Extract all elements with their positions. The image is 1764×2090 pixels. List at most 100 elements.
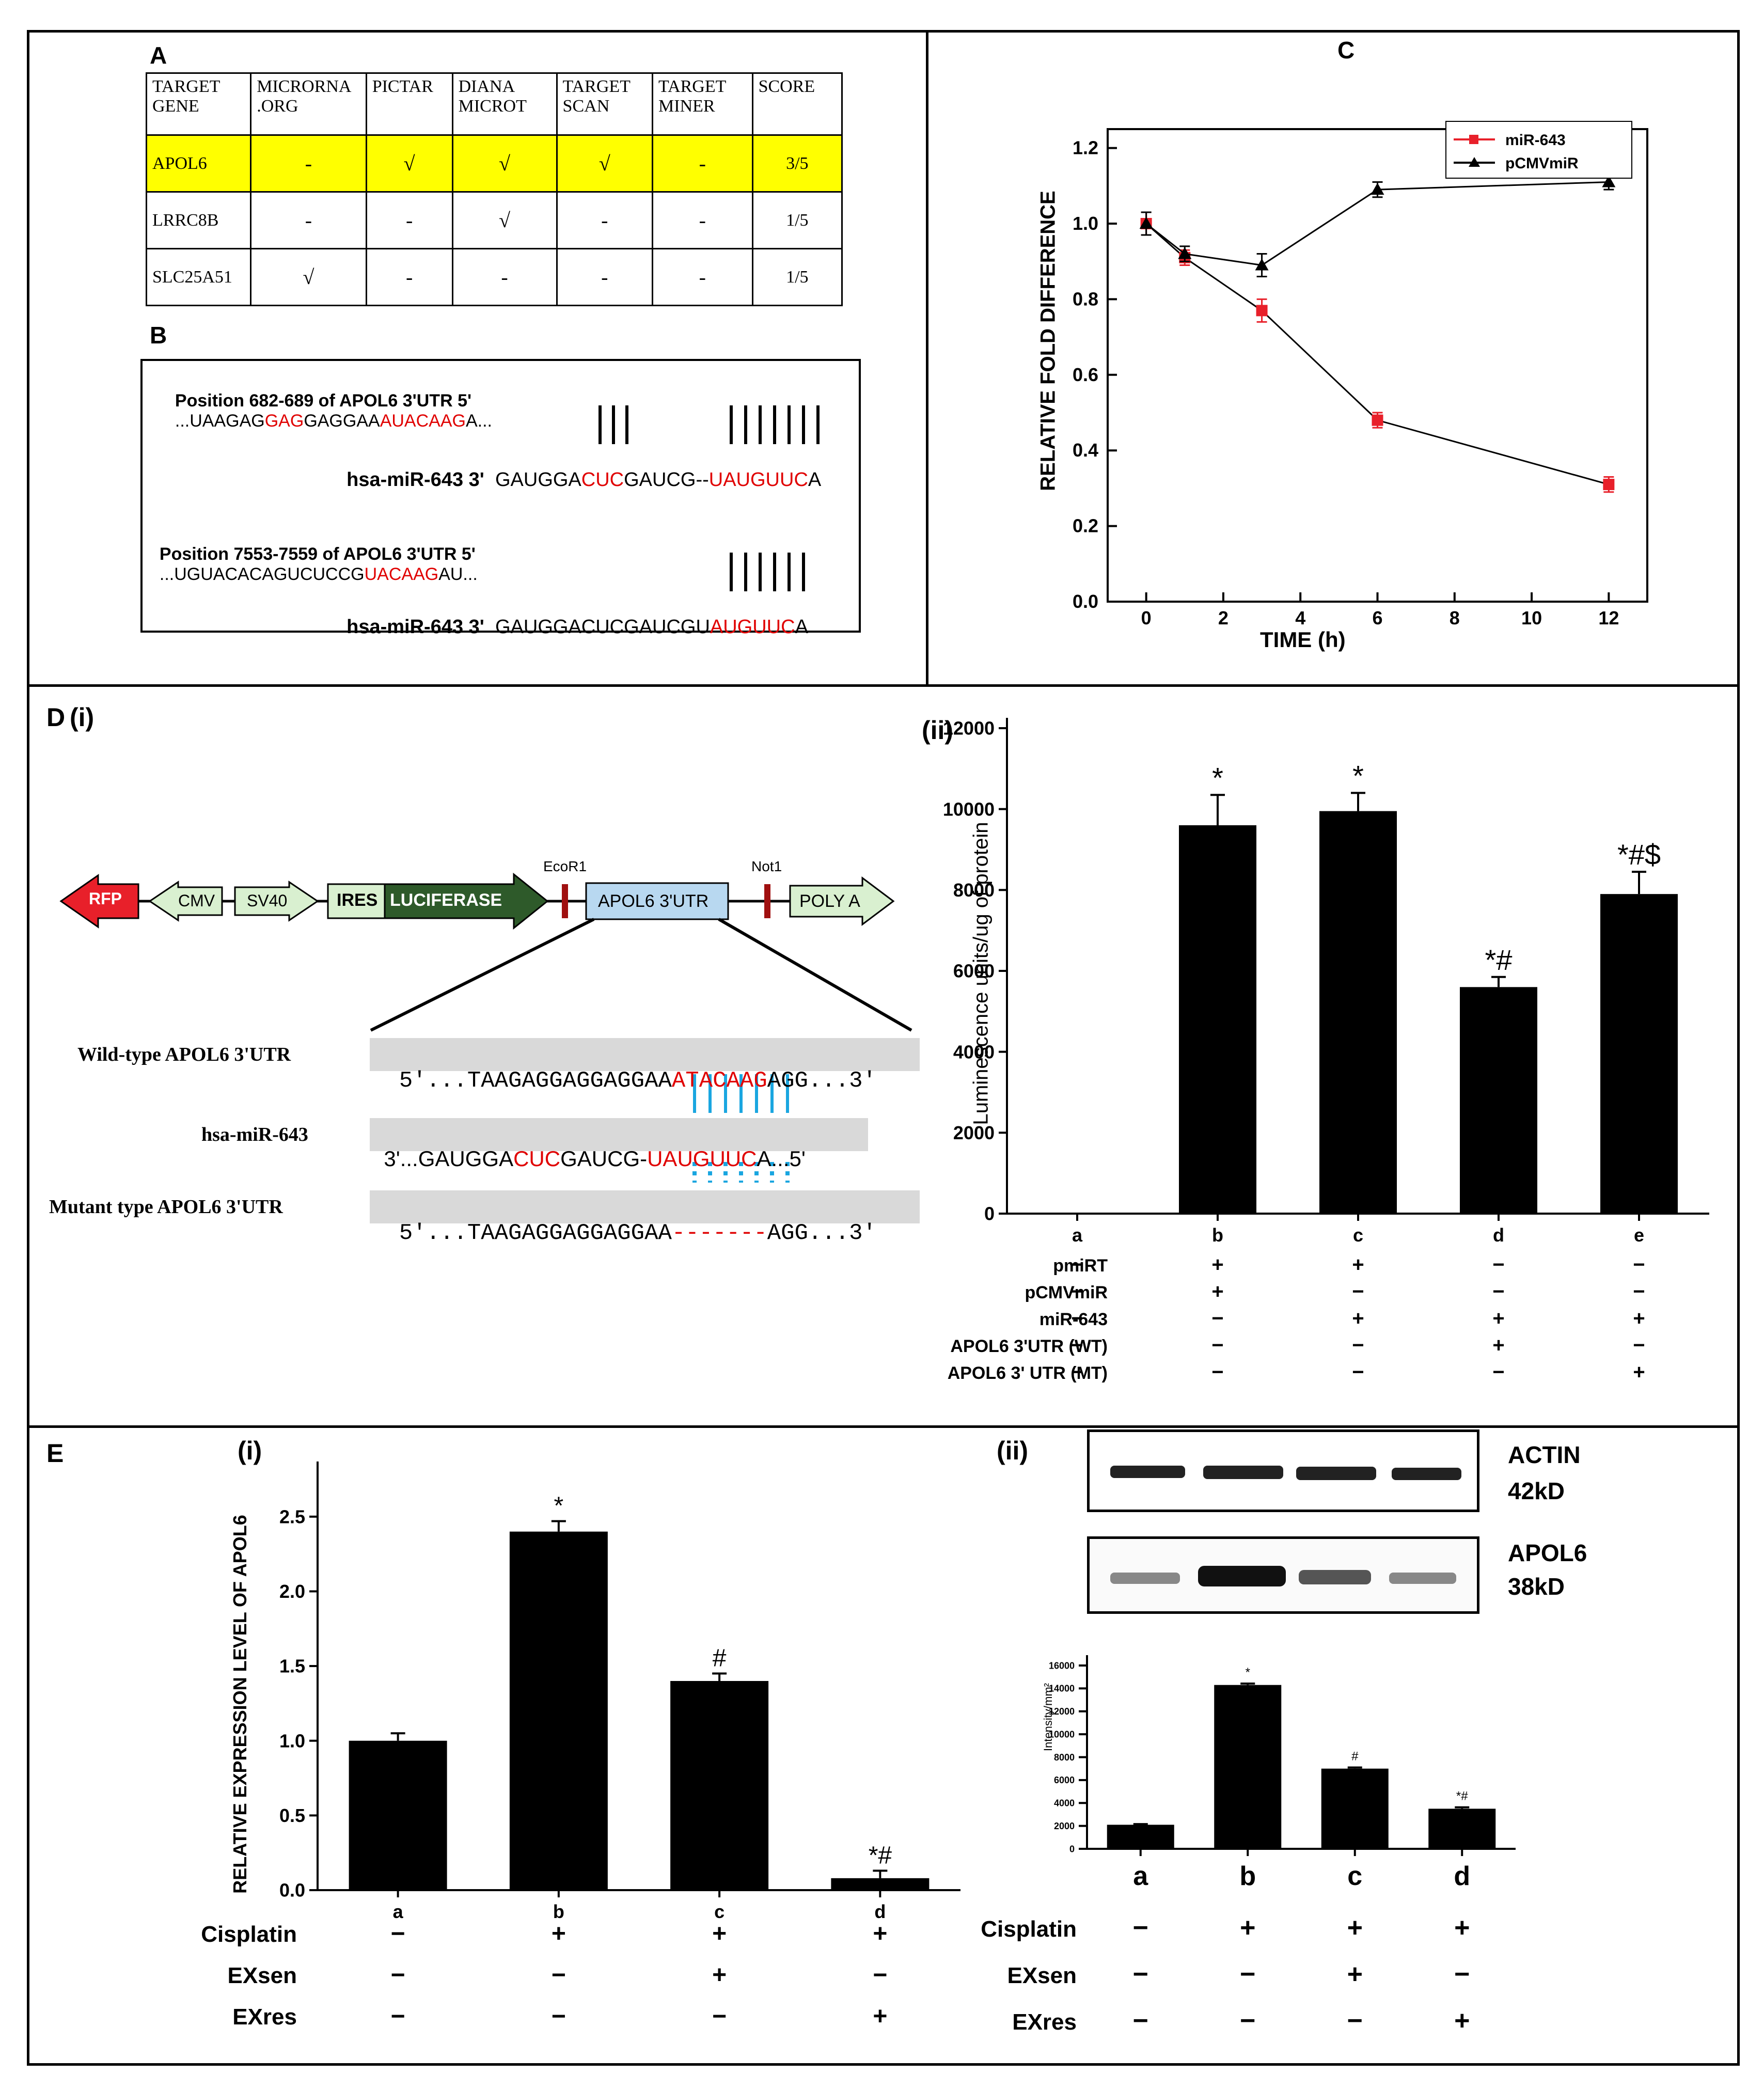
actin-band <box>1110 1466 1185 1478</box>
header-cell: SCORE <box>751 72 843 136</box>
mut-seq-bg <box>370 1190 920 1223</box>
condition-label: Cisplatin <box>201 1922 297 1947</box>
seq-part: AGG...3' <box>767 1220 876 1246</box>
x-tick-label: 4 <box>1295 607 1305 628</box>
significance-label: # <box>1351 1749 1359 1763</box>
polya-label: POLY A <box>799 891 860 911</box>
cmv-label: CMV <box>178 891 215 910</box>
condition-mark: + <box>1352 1307 1364 1330</box>
table-cell: √ <box>451 191 558 249</box>
legend-box <box>1445 121 1632 179</box>
seq-part: CUC <box>581 469 624 491</box>
y-tick-label: 1.5 <box>279 1656 305 1677</box>
condition-mark: − <box>1240 1959 1255 1989</box>
bar <box>1319 811 1397 1214</box>
apol6-utr-label: APOL6 3'UTR <box>598 891 709 911</box>
condition-mark: + <box>1633 1307 1645 1330</box>
condition-mark: − <box>1133 1913 1148 1943</box>
header-cell: MICRORNA .ORG <box>250 72 367 136</box>
table-cell: - <box>652 248 753 306</box>
panel-label-Dii: (ii) <box>922 716 954 745</box>
alignment-box <box>140 359 861 633</box>
condition-mark: + <box>873 2003 887 2030</box>
mutant-type-label: Mutant type APOL6 3'UTR <box>49 1196 283 1218</box>
category-label: b <box>1239 1861 1256 1891</box>
condition-label: pmiRT <box>1053 1256 1108 1276</box>
y-tick-label: 0.2 <box>1073 515 1098 537</box>
rfp-label: RFP <box>89 889 122 908</box>
significance-label: * <box>1352 759 1364 792</box>
condition-mark: + <box>552 1920 566 1947</box>
y-tick-label: 1.0 <box>1073 213 1098 234</box>
condition-label: Cisplatin <box>981 1916 1077 1942</box>
wild-type-label: Wild-type APOL6 3'UTR <box>77 1044 291 1065</box>
condition-mark: + <box>1211 1253 1223 1276</box>
table-cell: √ <box>250 248 367 306</box>
y-tick-label: 0.0 <box>1073 591 1098 612</box>
condition-mark: − <box>1347 2006 1363 2036</box>
table-cell: APOL6 <box>145 134 252 193</box>
condition-mark: − <box>1352 1280 1364 1303</box>
bar <box>349 1740 447 1890</box>
condition-mark: − <box>1071 1307 1083 1330</box>
category-label: a <box>1133 1861 1148 1891</box>
seq-part: GAUCG- <box>560 1146 648 1171</box>
seq-part: CUC <box>513 1146 561 1171</box>
condition-mark: − <box>552 1961 566 1989</box>
bar <box>1214 1685 1282 1849</box>
not1-label: Not1 <box>751 858 782 874</box>
table-cell: SLC25A51 <box>145 248 252 306</box>
chart-Eii-ylabel: Intensity/mm² <box>1042 1683 1054 1752</box>
condition-mark: − <box>1454 1959 1470 1989</box>
header-cell: TARGET GENE <box>145 72 252 136</box>
x-tick-label: 8 <box>1450 607 1460 628</box>
data-point-square <box>1603 479 1615 491</box>
condition-mark: − <box>1352 1334 1364 1357</box>
panel-label-E: E <box>46 1439 64 1468</box>
condition-mark: − <box>1211 1361 1223 1384</box>
panel-label-A: A <box>150 42 167 69</box>
panel-label-Eii: (ii) <box>997 1436 1029 1465</box>
mirna-label: hsa-miR-643 3' <box>346 616 484 638</box>
mirna-d-label: hsa-miR-643 <box>201 1124 308 1145</box>
condition-mark: − <box>391 1961 405 1989</box>
panel-label-Ei: (i) <box>238 1436 262 1465</box>
condition-mark: − <box>1133 1959 1148 1989</box>
table-cell: √ <box>451 134 558 193</box>
table-cell: 1/5 <box>751 191 843 249</box>
not1-site <box>764 884 770 918</box>
significance-label: * <box>1212 761 1223 794</box>
legend-label: pCMVmiR <box>1505 155 1579 172</box>
seq-part: AUGUUC <box>710 616 795 638</box>
y-tick-label: 0.8 <box>1073 288 1098 309</box>
y-tick-label: 0.5 <box>279 1805 305 1826</box>
bar <box>1428 1809 1496 1849</box>
rfp-element <box>59 874 139 929</box>
category-label: d <box>874 1901 886 1922</box>
sv40-label: SV40 <box>247 891 288 910</box>
category-label: c <box>1353 1224 1363 1246</box>
condition-mark: − <box>1071 1253 1083 1276</box>
y-tick-label: 6000 <box>953 961 995 982</box>
table-row: LRRC8B - - √ - - 1/5 <box>145 191 843 249</box>
condition-mark: + <box>873 1920 887 1947</box>
chart-C-xlabel: TIME (h) <box>1260 627 1346 652</box>
actin-kd: 42kD <box>1508 1478 1565 1504</box>
y-tick-label: 1.0 <box>279 1730 305 1751</box>
y-tick-label: 14000 <box>1049 1684 1075 1694</box>
apol6-utr-element <box>585 882 729 920</box>
data-point-triangle <box>1139 217 1153 229</box>
condition-mark: − <box>1211 1307 1223 1330</box>
category-label: c <box>1347 1861 1362 1891</box>
significance-label: * <box>1246 1665 1250 1679</box>
condition-label: EXsen <box>227 1963 297 1988</box>
alignment-row-1: Position 682-689 of APOL6 3'UTR 5' ...UA… <box>165 371 492 431</box>
condition-mark: − <box>1492 1361 1504 1384</box>
bar <box>1321 1768 1389 1849</box>
condition-mark: − <box>1211 1334 1223 1357</box>
seq-part: A <box>795 616 808 638</box>
apol6-band <box>1389 1573 1456 1584</box>
apol6-label: APOL6 <box>1508 1539 1587 1566</box>
